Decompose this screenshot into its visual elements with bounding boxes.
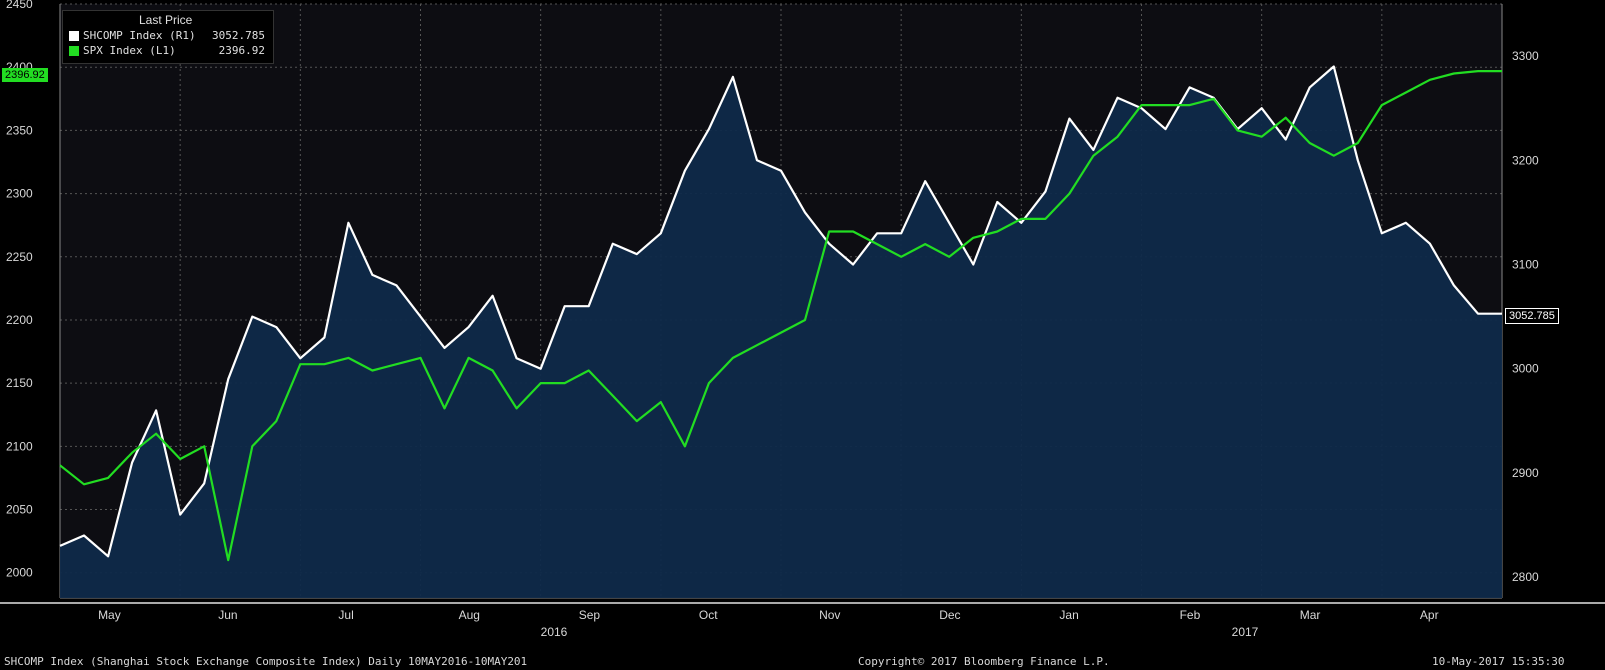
legend-label-spx: SPX Index (L1) <box>83 44 176 57</box>
legend: Last Price SHCOMP Index (R1) 3052.785 SP… <box>62 10 274 64</box>
x-axis-year-label: 2016 <box>541 625 568 639</box>
right-axis-tick-label: 2900 <box>1512 466 1539 480</box>
footer-copyright: Copyright© 2017 Bloomberg Finance L.P. <box>858 655 1110 668</box>
legend-label-shcomp: SHCOMP Index (R1) <box>83 29 196 42</box>
x-axis-tick-label: May <box>98 608 121 622</box>
legend-item-shcomp[interactable]: SHCOMP Index (R1) 3052.785 <box>69 29 269 43</box>
left-axis-tick-label: 2250 <box>6 250 33 264</box>
right-axis-tick-label: 2800 <box>1512 570 1539 584</box>
x-axis-tick-label: Oct <box>699 608 718 622</box>
left-axis-tick-label: 2300 <box>6 187 33 201</box>
x-axis-tick-label: Jun <box>218 608 237 622</box>
x-axis-tick-label: Dec <box>939 608 960 622</box>
footer-security-description: SHCOMP Index (Shanghai Stock Exchange Co… <box>4 655 528 668</box>
legend-value-spx: 2396.92 <box>218 44 265 57</box>
x-axis-tick-label: Feb <box>1180 608 1201 622</box>
left-axis-tick-label: 2450 <box>6 0 33 11</box>
right-axis-tick-label: 3300 <box>1512 49 1539 63</box>
right-axis-tick-label: 3000 <box>1512 362 1539 376</box>
footer-timestamp: 10-May-2017 15:35:30 <box>1432 655 1565 668</box>
series-line-0 <box>59 65 1502 558</box>
left-axis-tick-label: 2350 <box>6 123 33 137</box>
x-axis-tick-label: Aug <box>459 608 480 622</box>
footer-bar: SHCOMP Index (Shanghai Stock Exchange Co… <box>0 652 1605 670</box>
series-line-1 <box>59 70 1502 562</box>
legend-title: Last Price <box>139 13 193 27</box>
x-axis-tick-label: Jan <box>1059 608 1078 622</box>
left-axis-tick-label: 2050 <box>6 503 33 517</box>
legend-value-shcomp: 3052.785 <box>212 29 265 42</box>
right-axis-tick-label: 3200 <box>1512 153 1539 167</box>
x-axis-year-label: 2017 <box>1232 625 1259 639</box>
legend-swatch-shcomp <box>69 31 79 41</box>
x-axis-tick-label: Apr <box>1420 608 1439 622</box>
right-axis-tick-label: 3100 <box>1512 258 1539 272</box>
legend-swatch-spx <box>69 46 79 56</box>
left-axis-tick-label: 2150 <box>6 376 33 390</box>
legend-item-spx[interactable]: SPX Index (L1) 2396.92 <box>69 44 269 58</box>
left-axis-tick-label: 2000 <box>6 566 33 580</box>
x-axis-tick-label: Mar <box>1300 608 1321 622</box>
left-axis-tick-label: 2100 <box>6 439 33 453</box>
left-axis-tick-label: 2200 <box>6 313 33 327</box>
x-axis-tick-label: Nov <box>819 608 840 622</box>
x-axis-tick-label: Jul <box>338 608 353 622</box>
x-axis-tick-label: Sep <box>579 608 601 622</box>
spx-last-price-badge: 2396.92 <box>2 68 48 82</box>
shcomp-last-price-badge: 3052.785 <box>1505 308 1559 324</box>
